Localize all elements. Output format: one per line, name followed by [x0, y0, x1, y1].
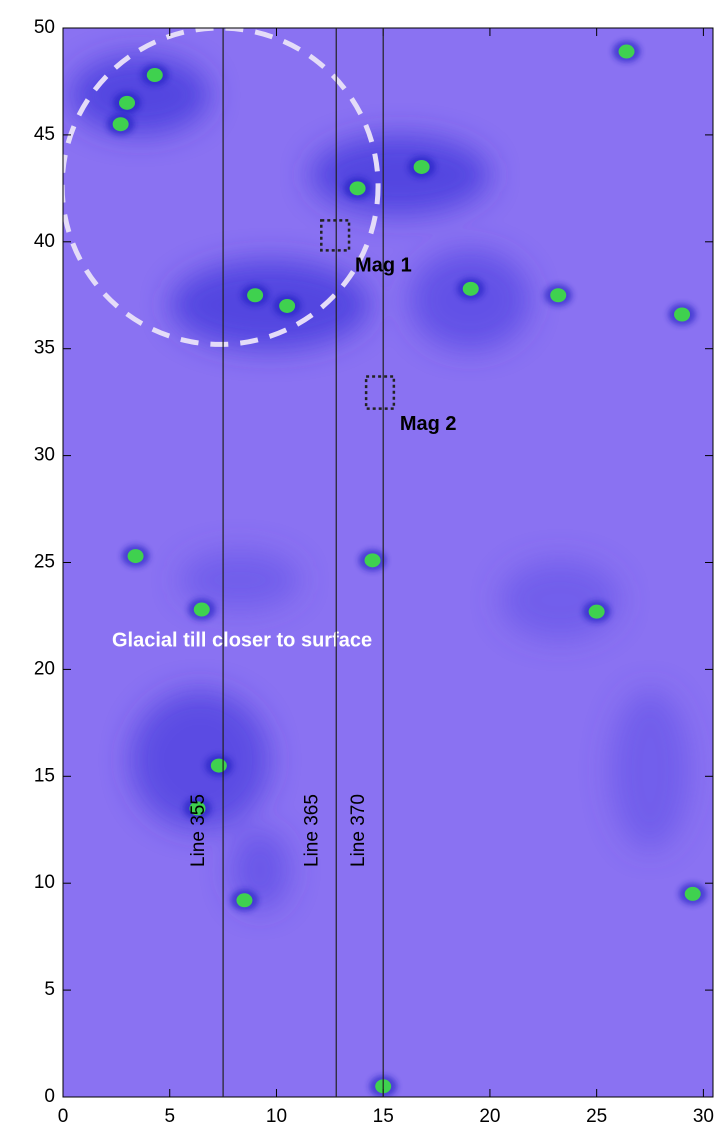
annotation: Glacial till closer to surface	[112, 629, 372, 651]
y-tick-label: 25	[34, 552, 55, 573]
anomaly	[236, 893, 253, 908]
survey-line-label: Line 355	[188, 794, 209, 867]
target-label: Mag 2	[400, 413, 457, 435]
anomaly	[588, 604, 605, 619]
x-tick-label: 20	[479, 1106, 500, 1127]
anomaly	[674, 307, 691, 322]
anomaly	[684, 886, 701, 901]
x-tick-label: 30	[693, 1106, 714, 1127]
anomaly	[146, 68, 163, 83]
y-tick-label: 20	[34, 658, 55, 679]
anomaly	[550, 288, 567, 303]
x-tick-label: 5	[164, 1106, 175, 1127]
anomaly	[189, 801, 206, 816]
highlight-circle	[63, 28, 381, 347]
survey-line-label: Line 365	[301, 794, 322, 867]
anomaly	[618, 44, 635, 59]
target-box	[320, 219, 351, 252]
anomaly	[279, 298, 296, 313]
anomaly	[364, 553, 381, 568]
x-tick-label: 0	[58, 1106, 69, 1127]
anomaly	[112, 117, 129, 132]
y-tick-label: 30	[34, 445, 55, 466]
x-tick-label: 10	[266, 1106, 287, 1127]
target-label: Mag 1	[355, 255, 412, 277]
y-tick-label: 0	[44, 1086, 55, 1107]
anomaly	[127, 549, 144, 564]
y-tick-label: 45	[34, 124, 55, 145]
anomaly	[462, 281, 479, 296]
anomaly	[210, 758, 227, 773]
anomaly	[247, 288, 264, 303]
y-tick-label: 10	[34, 872, 55, 893]
survey-line-label: Line 370	[348, 794, 369, 867]
x-tick-label: 15	[373, 1106, 394, 1127]
anomaly	[413, 159, 430, 174]
plot-area	[63, 28, 707, 1097]
target-box	[364, 375, 396, 410]
y-tick-label: 50	[34, 17, 55, 38]
y-tick-label: 35	[34, 338, 55, 359]
y-tick-label: 40	[34, 231, 55, 252]
y-tick-label: 15	[34, 765, 55, 786]
anomaly	[193, 602, 210, 617]
anomaly	[119, 95, 136, 110]
anomaly	[349, 181, 366, 196]
y-tick-label: 5	[44, 979, 55, 1000]
x-tick-label: 25	[586, 1106, 607, 1127]
